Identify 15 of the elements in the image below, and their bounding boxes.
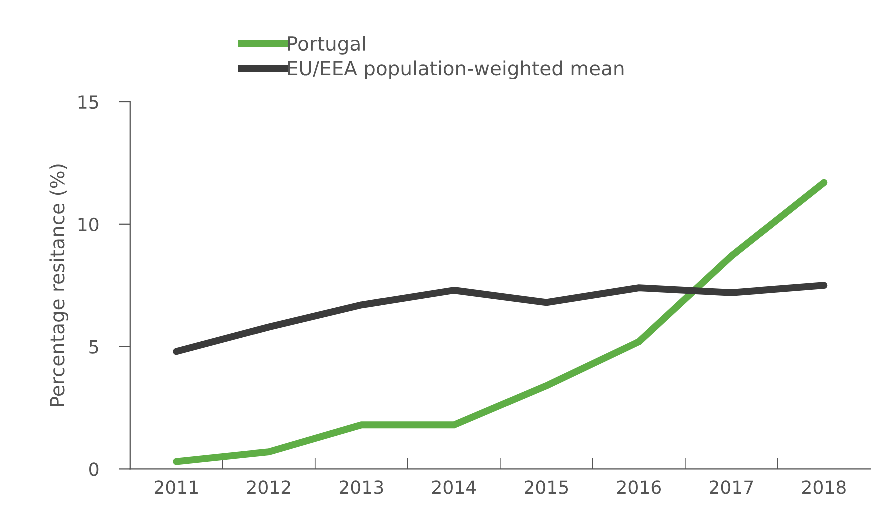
- x-tick-label: 2011: [154, 480, 198, 494]
- y-tick-label: 5: [90, 340, 98, 354]
- y-axis-title: Percentage resitance (%): [50, 164, 69, 406]
- y-tick-label: 0: [90, 462, 99, 476]
- x-tick-label: 2018: [802, 480, 846, 494]
- x-tick-label: 2016: [618, 480, 662, 494]
- x-tick-label: 2017: [710, 480, 754, 494]
- x-tick-label: 2015: [525, 480, 568, 494]
- x-tick-label: 2013: [340, 480, 384, 494]
- x-tick-label: 2012: [247, 480, 290, 494]
- legend-label: EU/EEA population-weighted mean: [288, 60, 624, 80]
- y-tick-label: 10: [78, 218, 99, 232]
- legend-label: Portugal: [288, 36, 366, 55]
- x-tick-label: 2014: [432, 480, 476, 494]
- y-tick-label: 15: [78, 96, 98, 110]
